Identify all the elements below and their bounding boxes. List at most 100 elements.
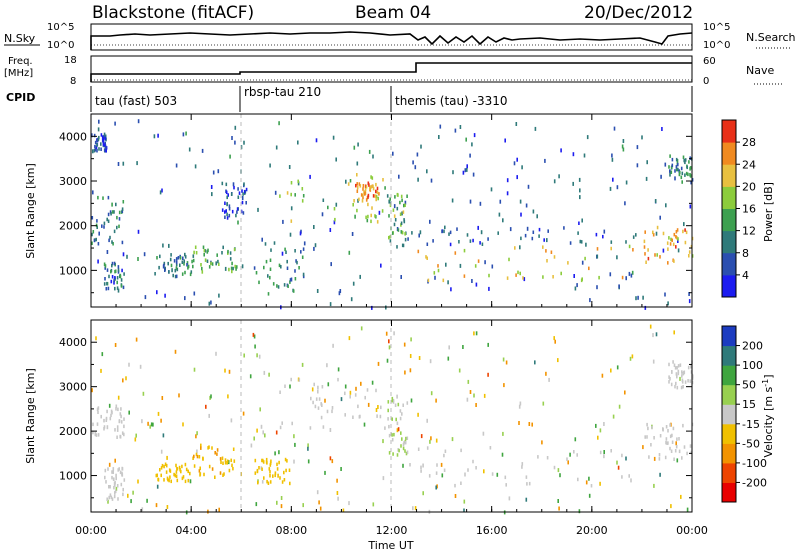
echo-cell [190,270,193,274]
echo-cell [262,460,265,464]
echo-cell [279,390,281,394]
echo-cell [677,248,680,253]
echo-cell [553,336,555,341]
echo-cell [396,245,398,249]
echo-cell [313,382,315,387]
echo-cell [676,366,678,370]
echo-cell [97,406,100,410]
echo-cell [223,472,225,476]
echo-cell [280,265,282,269]
echo-cell [502,357,505,362]
echo-cell [546,238,548,243]
nsearch-tick-high: 10^5 [703,22,730,33]
echo-cell [284,247,286,252]
echo-cell [359,184,362,188]
echo-cell [255,502,258,507]
echo-cell [414,506,417,511]
echo-cell [169,475,171,479]
echo-cell [464,472,466,477]
echo-cell [462,345,464,349]
echo-cell [372,154,374,159]
echo-cell [412,506,414,511]
echo-cell [458,368,461,373]
echo-cell [382,439,384,444]
echo-cell [298,378,301,382]
echo-cell [680,494,682,499]
echo-cell [195,452,198,457]
echo-cell [460,481,462,485]
echo-cell [128,362,130,367]
echo-cell [578,221,580,225]
echo-cell [441,473,444,478]
echo-cell [117,268,120,272]
echo-cell [681,378,684,382]
echo-cell [200,443,202,448]
echo-cell [578,177,581,182]
echo-cell [677,239,679,243]
echo-cell [435,398,437,403]
echo-cell [277,473,279,478]
echo-cell [596,285,598,290]
echo-cell [609,186,612,191]
echo-cell [628,271,631,276]
echo-cell [579,188,581,193]
echo-cell [225,209,227,213]
echo-cell [269,461,272,465]
echo-cell [439,124,442,129]
colorbar-tick-label: -200 [742,476,767,489]
echo-cell [460,448,462,453]
echo-cell [678,449,681,454]
echo-cell [652,359,655,364]
echo-cell [675,372,678,376]
echo-cell [123,417,125,421]
echo-cell [307,446,309,451]
echo-cell [632,235,635,239]
echo-cell [114,491,116,495]
echo-cell [228,207,231,211]
echo-cell [668,165,670,169]
echo-cell [410,398,413,403]
echo-cell [647,426,649,431]
echo-cell [168,478,170,483]
echo-cell [102,139,104,143]
echo-cell [106,281,108,286]
echo-cell [329,228,332,232]
echo-cell [666,441,668,445]
echo-cell [499,199,502,204]
echo-cell [583,153,586,158]
echo-cell [167,261,169,266]
echo-cell [137,229,140,234]
echo-cell [545,249,547,253]
echo-cell [463,499,466,504]
echo-cell [108,274,110,279]
echo-cell [559,473,561,478]
y-tick-label: 4000 [59,336,87,349]
echo-cell [301,362,304,367]
echo-cell [295,259,297,263]
echo-cell [123,272,125,276]
echo-cell [376,190,379,195]
echo-cell [391,396,394,401]
echo-cell [409,354,412,358]
echo-cell [406,401,409,405]
colorbar-tick-label: 24 [742,158,756,171]
echo-cell [394,403,397,407]
echo-cell [92,190,94,195]
echo-cell [372,186,375,191]
nave-label: Nave [746,64,774,77]
echo-cell [103,225,105,229]
echo-cell [117,265,120,269]
echo-cell [669,446,671,451]
echo-cell [166,455,168,460]
y-tick-label: 1000 [59,470,87,483]
echo-cell [444,225,446,230]
echo-cell [188,147,191,152]
echo-cell [675,235,677,239]
echo-cell [121,472,123,477]
echo-cell [508,257,510,262]
echo-cell [221,181,224,186]
echo-cell [95,336,97,341]
echo-cell [303,241,306,246]
freq-trace [90,62,692,82]
echo-cell [154,272,156,276]
